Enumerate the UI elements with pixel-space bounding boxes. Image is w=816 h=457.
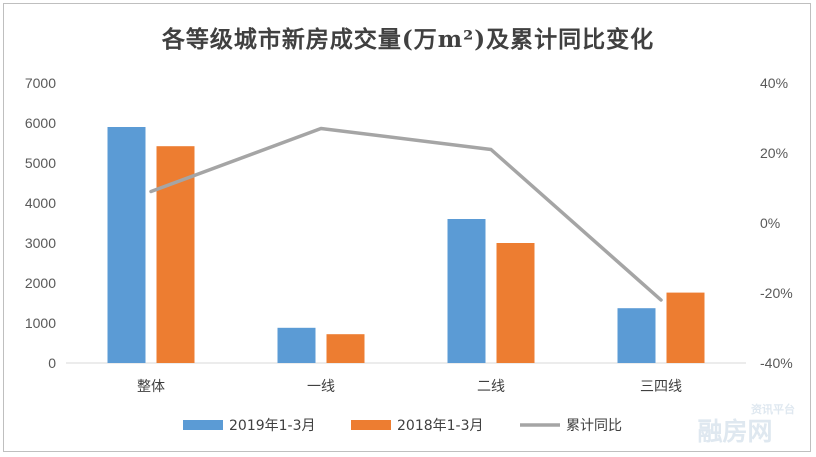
legend-swatch-1 [351,420,391,430]
bar-2019-1 [277,327,316,363]
right-tick-label: -40% [760,355,793,371]
left-tick-label: 0 [48,355,56,371]
left-axis-ticks: 0 1000 2000 3000 4000 5000 6000 7000 [25,75,56,371]
legend-label: 2019年1-3月 [229,418,316,434]
bar-2019-3 [617,308,656,363]
category-label: 整体 [137,379,165,395]
bar-2019-0 [107,127,146,363]
legend-label: 2018年1-3月 [397,418,484,434]
category-label: 一线 [307,379,335,395]
legend: 2019年1-3月 2018年1-3月 累计同比 [183,418,622,434]
left-tick-label: 1000 [25,315,56,331]
yoy-line [149,126,663,302]
line-series [149,126,663,302]
right-tick-label: -20% [760,285,793,301]
legend-swatch-0 [183,420,223,430]
right-axis-ticks: -40% -20% 0% 20% 40% [760,75,793,371]
legend-label: 累计同比 [566,418,622,434]
category-labels: 整体 一线 二线 三四线 [137,379,682,395]
bar-2018-3 [666,292,705,363]
category-label: 二线 [477,379,505,395]
right-tick-label: 0% [760,215,780,231]
bar-2018-1 [326,334,365,363]
left-tick-label: 3000 [25,235,56,251]
left-tick-label: 7000 [25,75,56,91]
watermark-text-top: 资讯平台 [751,402,795,416]
watermark-text-main: 融房网 [697,417,772,446]
bar-2018-2 [496,243,535,363]
chart-title: 各等级城市新房成交量(万m²)及累计同比变化 [161,26,654,53]
left-tick-label: 5000 [25,155,56,171]
bar-series [107,127,705,363]
right-tick-label: 40% [760,75,788,91]
left-tick-label: 6000 [25,115,56,131]
right-tick-label: 20% [760,145,788,161]
left-tick-label: 2000 [25,275,56,291]
left-tick-label: 4000 [25,195,56,211]
bar-2019-2 [447,219,486,363]
category-label: 三四线 [640,379,682,395]
